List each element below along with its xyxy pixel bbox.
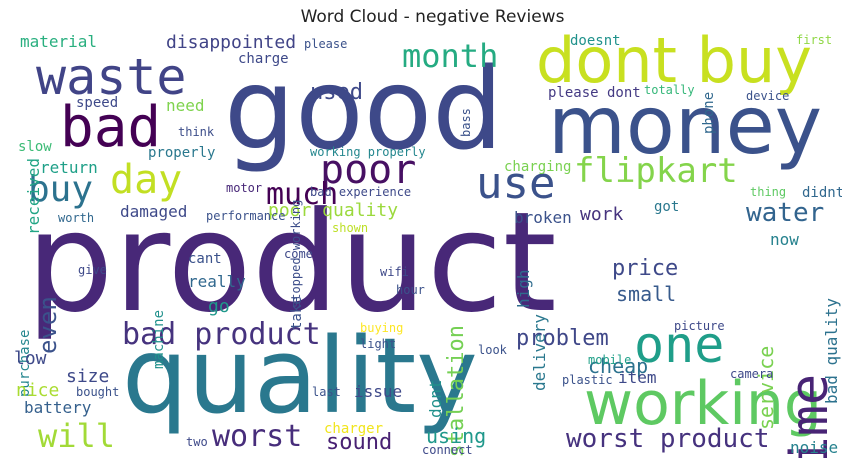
cloud-word: performance <box>206 209 286 223</box>
cloud-word: price <box>612 256 679 281</box>
cloud-word: cant <box>188 251 222 267</box>
cloud-word: please <box>304 37 348 51</box>
cloud-word: bought <box>76 385 120 399</box>
cloud-word: high <box>514 269 533 309</box>
cloud-word: material <box>20 34 98 51</box>
cloud-word: poor <box>320 147 417 193</box>
cloud-word: much <box>266 177 339 212</box>
cloud-word: item <box>618 368 657 387</box>
cloud-word: working <box>584 369 822 439</box>
cloud-word: will <box>38 417 116 455</box>
cloud-word: hour <box>396 283 425 297</box>
cloud-word: worst <box>212 419 303 454</box>
cloud-word: phone <box>701 91 717 134</box>
cloud-word: waste <box>36 48 187 106</box>
cloud-word: service <box>754 345 778 430</box>
cloud-word: flipkart <box>574 151 738 191</box>
cloud-word: speed <box>76 95 119 111</box>
cloud-word: product <box>26 182 557 343</box>
cloud-word: properly <box>148 145 216 161</box>
cloud-word: connect <box>422 443 473 457</box>
cloud-word: really <box>188 272 246 291</box>
cloud-word: bad product <box>122 317 321 352</box>
cloud-word: working properly <box>310 145 426 159</box>
cloud-word: using <box>426 424 487 448</box>
cloud-word: worth <box>58 211 95 225</box>
cloud-word: use <box>476 158 556 209</box>
cloud-word: first <box>796 34 833 47</box>
cloud-word: problem <box>516 326 609 351</box>
cloud-word: need <box>166 96 205 115</box>
cloud-word: light <box>360 337 397 351</box>
cloud-word: one <box>634 316 725 374</box>
cloud-word: month <box>402 37 499 75</box>
cloud-word: come <box>284 247 313 261</box>
cloud-word: cheap <box>588 354 649 378</box>
cloud-word: work <box>580 204 624 225</box>
cloud-word: disappointed <box>166 34 297 53</box>
cloud-word: totally <box>644 83 695 97</box>
cloud-word: plastic <box>562 373 613 387</box>
cloud-word: dont buy <box>536 34 812 97</box>
cloud-word: small <box>616 282 677 306</box>
cloud-word: broken <box>514 208 572 227</box>
cloud-word: day <box>110 157 183 203</box>
cloud-word: poor quality <box>268 200 399 221</box>
cloud-word: picture <box>674 319 725 333</box>
cloud-word: sound <box>326 430 393 455</box>
cloud-word: machine <box>151 309 167 369</box>
cloud-word: doesnt <box>570 34 621 49</box>
cloud-word: charging <box>504 159 572 175</box>
cloud-word: bad experience <box>310 185 412 199</box>
cloud-word: mobile <box>588 353 632 367</box>
cloud-word: shown <box>332 221 369 235</box>
cloud-word: give <box>78 263 107 277</box>
cloud-word: now <box>770 230 799 249</box>
cloud-word: please dont <box>548 85 641 101</box>
cloud-word: didnt <box>802 185 842 201</box>
cloud-word: wifi <box>380 265 409 279</box>
cloud-word: nice <box>16 380 60 401</box>
word-cloud: product good quality money dont buy waste bad w… <box>14 34 842 458</box>
cloud-word: noise <box>790 438 839 457</box>
cloud-word: low <box>14 348 47 369</box>
cloud-word: return <box>40 158 98 177</box>
cloud-word: slow <box>18 139 52 155</box>
cloud-word: got <box>654 199 680 215</box>
cloud-word: size <box>66 366 110 387</box>
cloud-word: go <box>208 296 230 317</box>
cloud-word: good <box>224 45 504 175</box>
cloud-word: bass <box>459 107 473 137</box>
cloud-word: thing <box>750 185 787 199</box>
cloud-word: charger <box>324 421 384 437</box>
cloud-word: device <box>746 89 790 103</box>
cloud-word: issue <box>354 382 403 401</box>
cloud-word: last <box>312 385 341 399</box>
cloud-word: water <box>746 198 825 228</box>
cloud-word: charge <box>238 51 289 67</box>
cloud-word: buying <box>360 321 404 335</box>
cloud-word: quality <box>122 315 478 437</box>
cloud-word: dont <box>426 379 445 419</box>
cloud-word: camera <box>730 367 774 381</box>
chart-title: Word Cloud - negative Reviews <box>300 7 565 27</box>
cloud-word: worst product <box>566 424 770 454</box>
cloud-word: think <box>178 125 215 139</box>
cloud-word: damaged <box>120 202 188 221</box>
cloud-word: look <box>478 343 507 357</box>
cloud-word: used <box>310 80 363 105</box>
cloud-word: bad quality <box>822 297 841 404</box>
cloud-word: motor <box>226 181 263 195</box>
cloud-word: buy <box>28 169 94 210</box>
cloud-word: money <box>548 79 823 172</box>
cloud-word: delivery <box>530 313 549 391</box>
cloud-word: take <box>289 295 305 330</box>
cloud-word: two <box>186 435 208 449</box>
cloud-word: even <box>34 295 62 354</box>
cloud-word: bad <box>60 95 162 160</box>
cloud-word: battery <box>24 398 92 417</box>
